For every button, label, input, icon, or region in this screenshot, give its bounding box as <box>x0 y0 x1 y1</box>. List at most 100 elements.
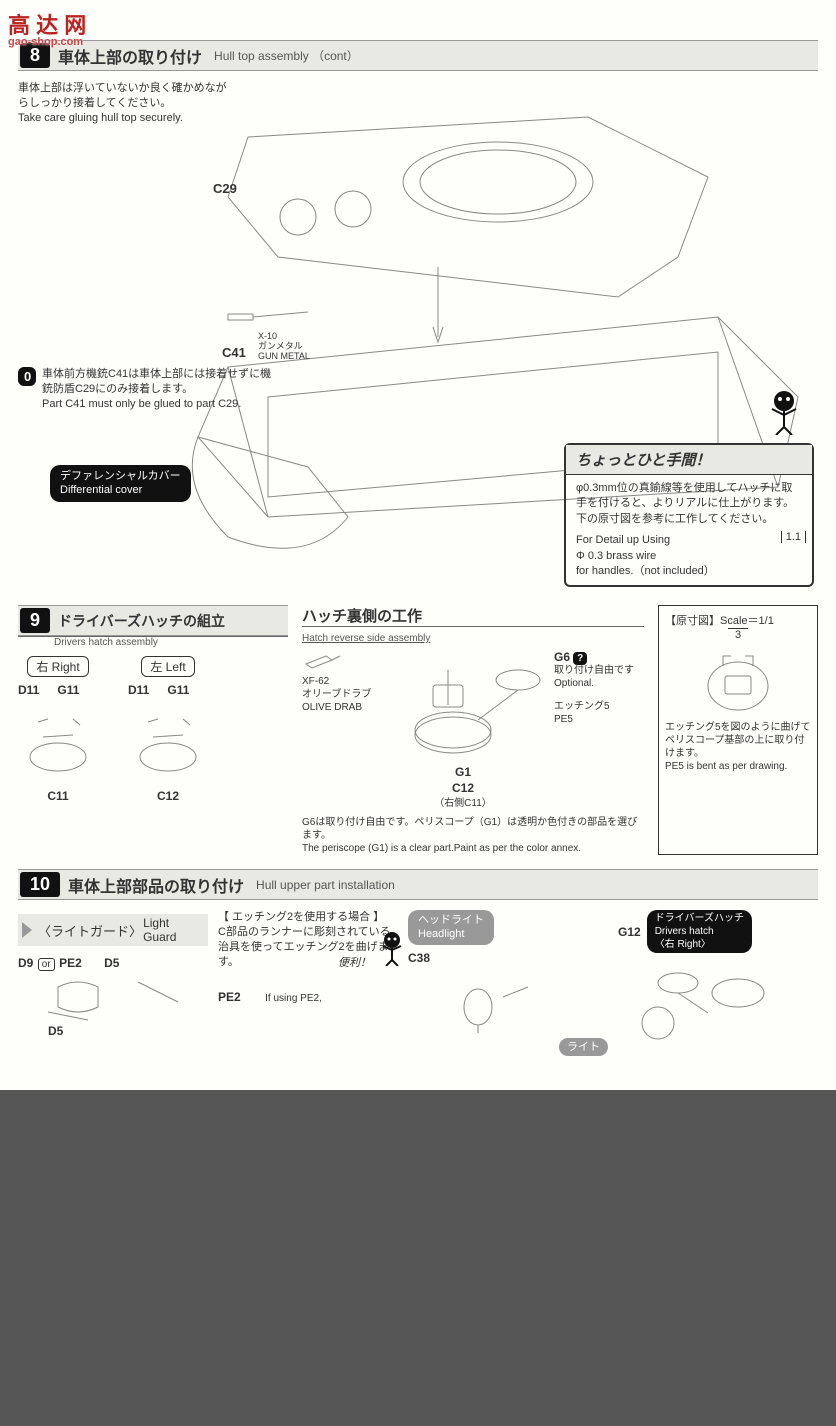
hatch-rev-jp: ハッチ裏側の工作 <box>302 605 422 626</box>
label-left: 左 Left <box>141 656 194 677</box>
hint-en3: for handles.（not included） <box>576 564 802 579</box>
g6-note-jp: 取り付け自由です <box>554 664 644 677</box>
headlight-icon <box>448 967 568 1037</box>
g6-etching-col: G6 ? 取り付け自由です Optional. エッチング5 PE5 <box>554 650 644 726</box>
mascot2-svg-icon <box>377 930 407 966</box>
periscope-jp: G6は取り付け自由です。ペリスコープ（G1）は透明か色付きの部品を選びます。 <box>302 816 644 842</box>
wire-dimension: 1.1 <box>781 531 806 543</box>
diffcover-en: Differential cover <box>60 483 181 497</box>
label-c41: C41 <box>222 345 246 360</box>
watermark-main: 高 达 网 <box>8 13 86 38</box>
mascot2-icon: 便利！ <box>338 930 407 972</box>
step8-header: 8 車体上部の取り付け Hull top assembly （cont） <box>18 40 818 71</box>
part-c12b: C12 <box>452 781 474 795</box>
periscope-note: G6は取り付け自由です。ペリスコープ（G1）は透明か色付きの部品を選びます。 T… <box>302 816 644 855</box>
label-c29: C29 <box>213 181 237 196</box>
lightguard-icon <box>38 972 188 1022</box>
brush-icon <box>302 650 342 670</box>
step8-callout-0: 0 車体前方機銃C41は車体上部には接着せずに機銃防盾C29にのみ接着します。 … <box>18 367 278 412</box>
step9-number: 9 <box>20 608 50 633</box>
part-pe2-big: PE2 <box>218 990 241 1004</box>
part-d5b: D5 <box>48 1024 63 1038</box>
light-small-label: ライト <box>559 1038 608 1056</box>
mascot2-label: 便利！ <box>338 957 371 969</box>
differential-cover-label: デファレンシャルカバー Differential cover <box>50 465 191 502</box>
mascot-svg-icon <box>764 387 804 435</box>
paint-c41-en: GUN METAL <box>258 352 310 362</box>
lightguard-jp: 〈ライトガード〉 <box>38 921 139 940</box>
step10-title-jp: 車体上部部品の取り付け <box>68 873 244 897</box>
scale-1-1-panel: 【原寸図】Scale＝1/1 3 エッチング5を図のように曲げてペリスコープ基部… <box>658 605 818 855</box>
bottom-cropped-region <box>0 1090 836 1426</box>
arrow-right-icon <box>22 922 32 938</box>
part-pe2: PE2 <box>59 956 82 970</box>
headlight-en: Headlight <box>418 927 484 941</box>
lightguard-header: 〈ライトガード〉 Light Guard <box>18 914 208 946</box>
diffcover-jp: デファレンシャルカバー <box>60 470 181 482</box>
part-d5a: D5 <box>104 956 119 970</box>
step10-body: 便利！ 〈ライトガード〉 Light Guard <box>18 910 818 1090</box>
drvhatch-label: ドライバーズハッチ Drivers hatch 〈右 Right〉 <box>647 910 752 953</box>
step9-title-en: Drivers hatch assembly <box>18 636 288 648</box>
hint-en1: For Detail up Using <box>576 533 802 548</box>
step10-number: 10 <box>20 872 60 897</box>
drvhatch-side: 〈右 Right〉 <box>655 938 744 951</box>
headlight-illus <box>408 967 608 1037</box>
hatch-right-illus <box>18 697 98 787</box>
scale-note-en: PE5 is bent as per drawing. <box>665 760 811 773</box>
part-d11-r: D11 <box>18 683 39 697</box>
hint-body: φ0.3mm位の真鍮線等を使用してハッチに取手を付けると、よりリアルに仕上がりま… <box>566 475 812 585</box>
callout-0-text: 車体前方機銃C41は車体上部には接着せずに機銃防盾C29にのみ接着します。 Pa… <box>42 367 278 412</box>
step10-title-en: Hull upper part installation <box>256 878 395 892</box>
label-right: 右 Right <box>27 656 88 677</box>
hatch-rev-illus: G1 C12 （右側C11） <box>376 650 550 810</box>
callout-0-en: Part C41 must only be glued to part C29. <box>42 397 278 412</box>
or-label: or <box>38 958 55 971</box>
hatch-right: 右 Right D11 G11 C11 <box>18 656 98 805</box>
hint-jp: φ0.3mm位の真鍮線等を使用してハッチに取手を付けると、よりリアルに仕上がりま… <box>576 481 802 527</box>
hint-en2: Φ 0.3 brass wire <box>576 549 802 564</box>
lightguard-en: Light Guard <box>143 916 204 944</box>
drvhatch-jp: ドライバーズハッチ <box>655 913 744 924</box>
scale-illus <box>665 641 811 721</box>
step9-header: 9 ドライバーズハッチの組立 <box>18 605 288 636</box>
watermark-sub: gao-shop.com <box>8 36 86 48</box>
etching5-jp: エッチング5 <box>554 700 644 713</box>
xf62-en: OLIVE DRAB <box>302 701 372 714</box>
etching5-en: PE5 <box>554 713 644 726</box>
scale-title: 【原寸図】Scale＝1/1 <box>665 612 811 628</box>
scale-dim-3: 3 <box>728 628 748 641</box>
headlight-jp: ヘッドライト <box>418 914 484 926</box>
mascot-icon <box>764 387 804 442</box>
lightguard-illus <box>18 972 208 1022</box>
step8-body: 車体上部は浮いていないか良く確かめながらしっかり接着してください。 Take c… <box>18 77 818 597</box>
step8-title-en: Hull top assembly （cont） <box>214 47 359 64</box>
watermark-logo: 高 达 网 gao-shop.com <box>8 8 86 48</box>
headlight-col: ヘッドライト Headlight C38 ライト <box>408 910 608 1056</box>
hatch-rev-en: Hatch reverse side assembly <box>302 633 644 644</box>
paint-xf62: XF-62 オリーブドラブ OLIVE DRAB <box>302 650 372 714</box>
scale-note-jp: エッチング5を図のように曲げてペリスコープ基部の上に取り付けます。 <box>665 721 811 760</box>
part-d11-l: D11 <box>128 683 149 697</box>
hatch-l-icon <box>128 707 208 777</box>
part-g1: G1 <box>455 765 471 779</box>
callout-0-jp: 車体前方機銃C41は車体上部には接着せずに機銃防盾C29にのみ接着します。 <box>42 368 271 395</box>
part-c12: C12 <box>157 789 179 803</box>
part-g12: G12 <box>618 925 641 939</box>
drvhatch-en: Drivers hatch <box>655 925 744 938</box>
xf62-code: XF-62 <box>302 675 372 688</box>
drvhatch-illus <box>618 953 788 1043</box>
hint-title: ちょっとひと手間！ <box>566 445 812 475</box>
headlight-label: ヘッドライト Headlight <box>408 910 494 945</box>
step9-row: 9 ドライバーズハッチの組立 Drivers hatch assembly 右 … <box>18 605 818 855</box>
pe-note-en: If using PE2, <box>265 993 322 1004</box>
g6-note-en: Optional. <box>554 677 644 690</box>
scale-icon <box>693 646 783 716</box>
hatch-rev-icon <box>378 650 548 760</box>
hatch-left-illus <box>128 697 208 787</box>
part-g11-l: G11 <box>167 683 189 697</box>
drvhatch-icon <box>628 953 778 1043</box>
hatch-reverse-header: ハッチ裏側の工作 <box>302 605 644 627</box>
drivers-hatch-col: G12 ドライバーズハッチ Drivers hatch 〈右 Right〉 <box>618 910 788 1043</box>
xf62-jp: オリーブドラブ <box>302 688 372 701</box>
